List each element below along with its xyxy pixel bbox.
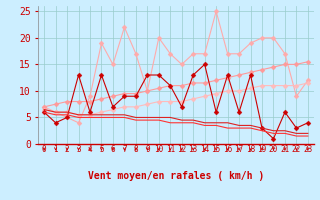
X-axis label: Vent moyen/en rafales ( km/h ): Vent moyen/en rafales ( km/h ) <box>88 171 264 181</box>
